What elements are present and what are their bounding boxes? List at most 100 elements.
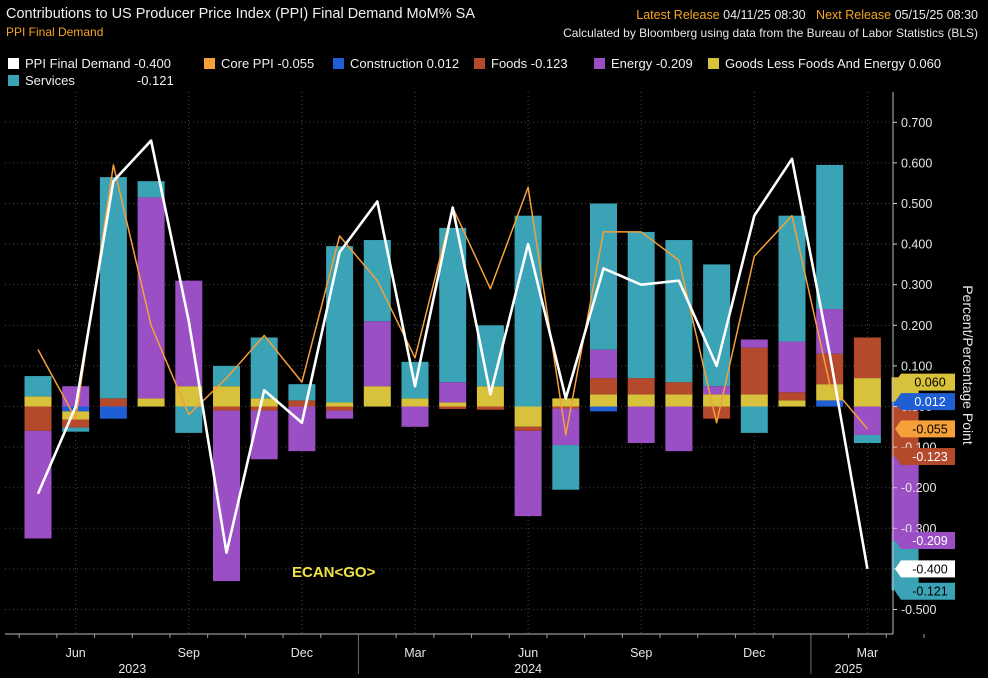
bar-segment-goods-less-foods-and-energy (703, 394, 731, 407)
bar-segment-foods (24, 406, 52, 431)
legend-label: Construction (350, 56, 423, 71)
next-release-value: 05/15/25 08:30 (894, 8, 978, 22)
bar-segment-energy (665, 406, 693, 452)
x-tick-label: Dec (743, 646, 765, 660)
line-ppi-final-demand (36, 139, 869, 570)
end-label-text: -0.055 (912, 422, 947, 436)
bar-segment-energy (62, 386, 90, 407)
x-tick-label: Mar (857, 646, 879, 660)
bar-segment-goods-less-foods-and-energy (552, 398, 580, 407)
bar-segment-foods (439, 406, 467, 409)
legend-swatch (708, 58, 719, 69)
legend-value: -0.123 (530, 56, 568, 71)
bar-segment-services (552, 445, 580, 490)
bar-segment-foods (476, 406, 504, 410)
bar-segment-goods-less-foods-and-energy (816, 384, 844, 401)
bar-segment-goods-less-foods-and-energy (476, 386, 504, 407)
x-axis: Jun Sep Dec Mar Jun Sep Dec Mar 2023 2024 2025 (5, 633, 925, 676)
end-label-box (895, 560, 955, 578)
bar-segment-construction (816, 400, 844, 407)
bar-segment-services (175, 406, 203, 433)
legend-value: 0.012 (426, 56, 460, 71)
bar-segment-energy (439, 382, 467, 403)
end-label-text: 0.060 (914, 376, 945, 390)
bar-segment-goods-less-foods-and-energy (665, 394, 693, 407)
y-tick-label: 0.600 (901, 156, 932, 170)
bar-segment-foods (250, 406, 278, 411)
bar-segment-energy (853, 406, 881, 435)
bar-segment-energy (552, 408, 580, 446)
y-tick-label: -0.200 (901, 481, 936, 495)
x-tick-label: Jun (518, 646, 538, 660)
legend-value: -0.209 (655, 56, 693, 71)
chart-title: Contributions to US Producer Price Index… (6, 6, 476, 22)
end-label-box (895, 420, 955, 438)
x-tick-label: Sep (178, 646, 200, 660)
legend-item-goods: Goods Less Foods And Energy 0.060 (708, 55, 941, 72)
bar-segment-energy (514, 430, 542, 517)
end-label-box (895, 393, 955, 411)
bar-segment-goods-less-foods-and-energy (213, 386, 240, 407)
bar-segment-foods (99, 398, 127, 407)
bar-segment-goods-less-foods-and-energy (778, 400, 806, 407)
bar-segment-foods (665, 382, 693, 395)
bar-segment-energy (363, 321, 391, 387)
bar-segment-services (778, 215, 806, 342)
y-tick-label: 0.200 (901, 319, 932, 333)
y-tick-label: -0.500 (901, 603, 936, 617)
bar-segment-goods-less-foods-and-energy (175, 386, 203, 407)
bar-segment-foods (590, 378, 617, 395)
legend-item-foods: Foods -0.123 (474, 55, 568, 72)
legend-swatch (8, 75, 19, 86)
year-label: 2025 (835, 662, 863, 676)
x-tick-label: Mar (404, 646, 426, 660)
bar-segment-energy (703, 386, 731, 395)
end-label-text: -0.400 (912, 562, 947, 576)
bar-segment-goods-less-foods-and-energy (627, 394, 655, 407)
bars (24, 164, 919, 591)
bar-segment-foods (62, 419, 90, 428)
bar-segment-foods (552, 406, 580, 409)
chart-header: Contributions to US Producer Price Index… (0, 0, 988, 92)
bar-segment-services (62, 427, 90, 432)
legend-value: -0.121 (136, 73, 174, 88)
legend-item-construction: Construction 0.012 (333, 55, 459, 72)
end-value-labels: 0.060 0.012 -0.055 -0.123 -0.209 -0.400 -0.121 (895, 373, 955, 600)
bar-segment-goods-less-foods-and-energy (853, 378, 881, 407)
bar-segment-energy (778, 341, 806, 393)
bar-segment-services (740, 406, 768, 433)
bar-segment-services (590, 203, 617, 350)
bar-segment-energy (250, 410, 278, 460)
legend-swatch (333, 58, 344, 69)
bar-segment-goods-less-foods-and-energy (326, 402, 354, 407)
bar-segment-energy (326, 410, 354, 419)
next-release-label: Next Release (816, 8, 892, 22)
bar-segment-energy (627, 406, 655, 444)
x-tick-label: Jun (66, 646, 86, 660)
legend-label: Goods Less Foods And Energy (725, 56, 905, 71)
y-tick-label: 0.300 (901, 278, 932, 292)
legend-label: PPI Final Demand (25, 56, 131, 71)
year-label: 2024 (514, 662, 542, 676)
bar-segment-goods-less-foods-and-energy (363, 386, 391, 407)
latest-release-label: Latest Release (636, 8, 720, 22)
end-label-text: -0.121 (912, 585, 947, 599)
y-tick-label: 0.500 (901, 197, 932, 211)
legend-swatch (594, 58, 605, 69)
legend-label: Foods (491, 56, 528, 71)
end-label-box (895, 531, 955, 549)
bar-segment-foods (853, 337, 881, 379)
bar-segment-goods-less-foods-and-energy (250, 398, 278, 407)
bar-segment-foods (627, 378, 655, 395)
y-tick-label: 0.700 (901, 116, 932, 130)
bar-segment-energy (740, 339, 768, 348)
year-label: 2023 (118, 662, 146, 676)
bar-segment-services (665, 240, 693, 383)
legend-swatch (8, 58, 19, 69)
x-tick-label: Sep (630, 646, 652, 660)
legend-swatch (474, 58, 485, 69)
bar-segment-foods (740, 347, 768, 395)
bar-segment-energy (891, 456, 919, 542)
end-label-box (895, 373, 955, 391)
